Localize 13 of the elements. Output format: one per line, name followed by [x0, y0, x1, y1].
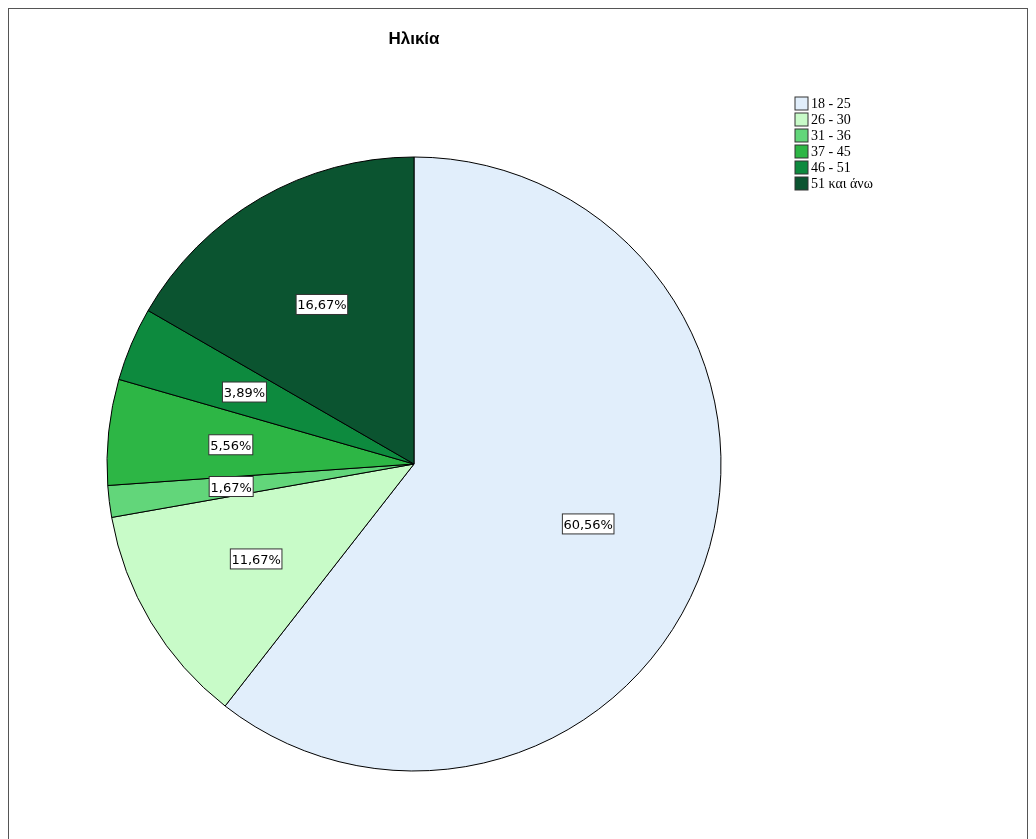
data-label: 3,89%	[223, 385, 266, 401]
legend-label: 31 - 36	[811, 128, 851, 143]
legend-label: 37 - 45	[811, 144, 851, 159]
data-label: 11,67%	[231, 551, 281, 567]
legend-label: 46 - 51	[811, 160, 851, 175]
chart-title: Ηλικία	[388, 29, 441, 48]
legend-label: 18 - 25	[811, 96, 851, 111]
data-label: 5,56%	[210, 437, 252, 453]
data-label: 60,56%	[563, 516, 613, 532]
legend-label: 26 - 30	[811, 112, 851, 127]
legend-label: 51 και άνω	[811, 176, 873, 191]
data-label: 16,67%	[297, 297, 347, 313]
data-label: 1,67%	[210, 479, 252, 495]
